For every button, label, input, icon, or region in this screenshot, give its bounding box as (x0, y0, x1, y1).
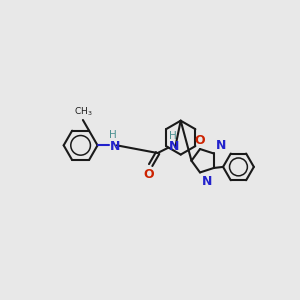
Text: H: H (169, 131, 177, 142)
Text: N: N (216, 139, 226, 152)
Text: N: N (169, 140, 179, 153)
Text: O: O (194, 134, 205, 147)
Text: CH$_3$: CH$_3$ (74, 106, 92, 118)
Text: N: N (202, 175, 212, 188)
Text: H: H (109, 130, 117, 140)
Text: N: N (110, 140, 120, 153)
Text: O: O (144, 168, 154, 181)
